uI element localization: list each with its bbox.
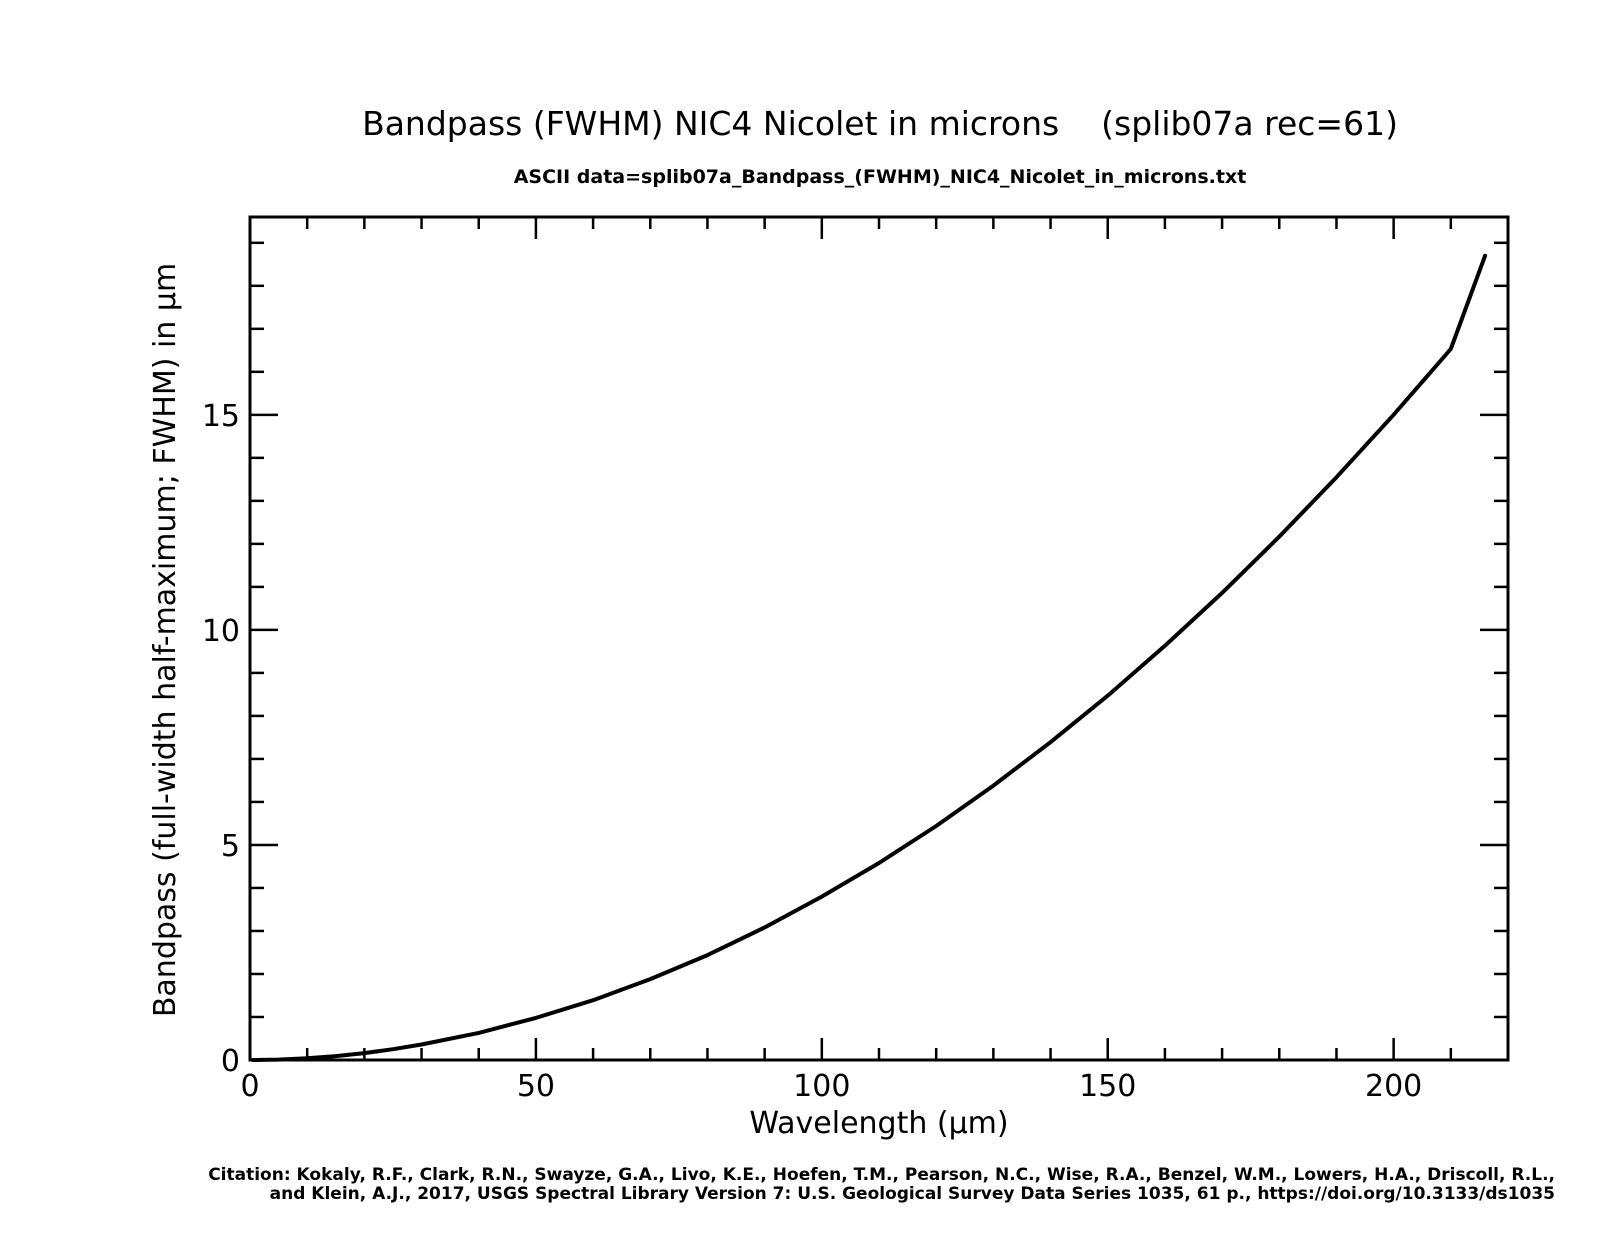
y-tick-label: 5 [221, 829, 240, 864]
y-tick-label: 0 [221, 1044, 240, 1079]
x-tick-label: 0 [240, 1069, 259, 1104]
chart-subtitle: ASCII data=splib07a_Bandpass_(FWHM)_NIC4… [514, 166, 1247, 188]
citation-line-2: and Klein, A.J., 2017, USGS Spectral Lib… [270, 1184, 1555, 1204]
axis-ticks [248, 217, 1510, 1062]
x-tick-label: 100 [793, 1069, 850, 1104]
plot-frame [248, 215, 1510, 1062]
x-tick-label: 50 [517, 1069, 555, 1104]
tick-labels: 0 50 100 150 200 0 5 10 15 [202, 399, 1422, 1104]
series-line [250, 253, 1488, 1062]
citation-line-1: Citation: Kokaly, R.F., Clark, R.N., Swa… [208, 1165, 1555, 1185]
x-tick-label: 200 [1365, 1069, 1422, 1104]
y-tick-label: 15 [202, 399, 240, 434]
chart-title: Bandpass (FWHM) NIC4 Nicolet in microns … [362, 104, 1398, 143]
x-axis-label: Wavelength (μm) [749, 1106, 1008, 1141]
y-axis-label: Bandpass (full-width half-maximum; FWHM)… [148, 263, 183, 1017]
y-tick-label: 10 [202, 614, 240, 649]
x-tick-label: 150 [1079, 1069, 1136, 1104]
